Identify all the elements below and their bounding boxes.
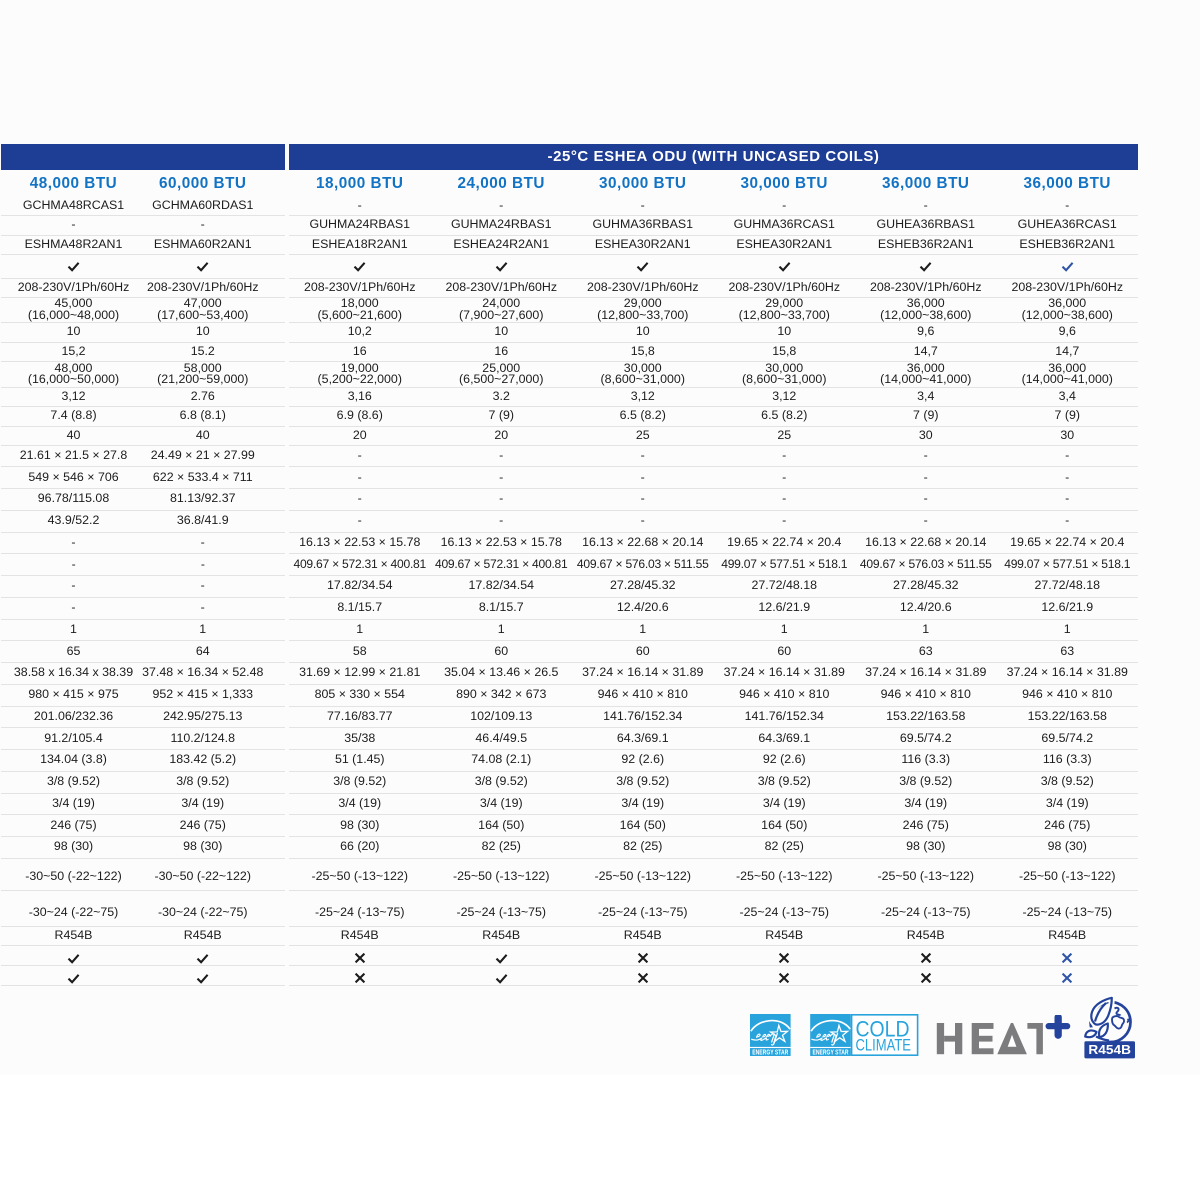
- svg-text:ENERGY STAR: ENERGY STAR: [812, 1049, 848, 1055]
- svg-text:ENERGY STAR: ENERGY STAR: [753, 1049, 789, 1055]
- svg-text:CLIMATE: CLIMATE: [855, 1036, 911, 1054]
- svg-text:R454B: R454B: [1088, 1042, 1131, 1057]
- svg-text:COLD: COLD: [855, 1016, 909, 1041]
